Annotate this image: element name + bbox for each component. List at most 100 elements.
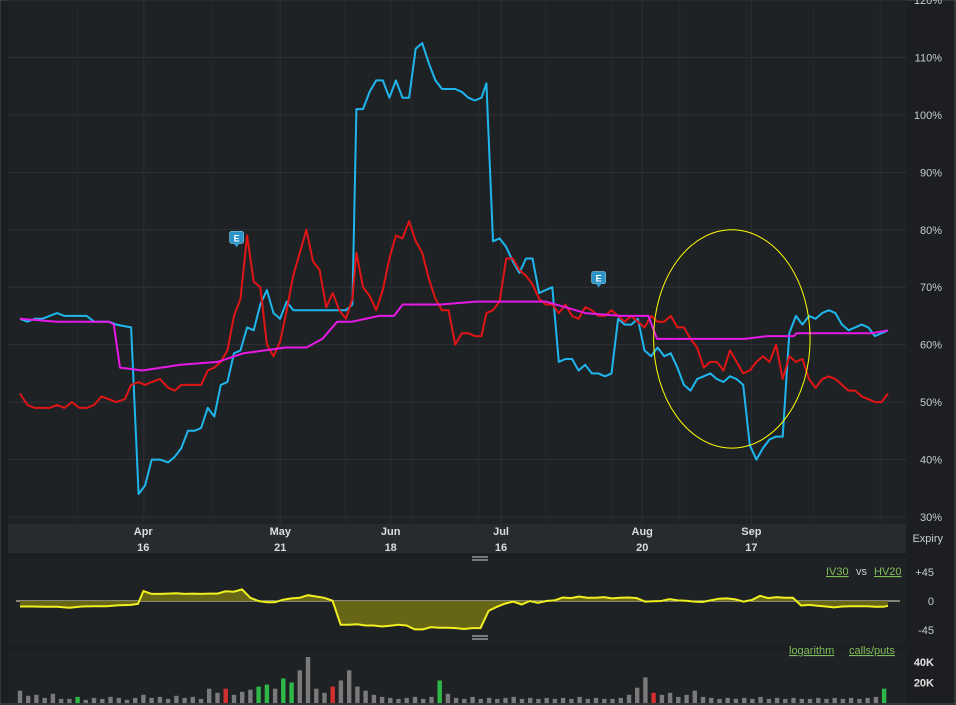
volume-bar bbox=[338, 680, 344, 703]
main-plot-area bbox=[8, 0, 906, 524]
volume-bar bbox=[34, 694, 39, 703]
volume-bar bbox=[231, 694, 237, 703]
volume-bar bbox=[742, 697, 747, 703]
volume-bar bbox=[799, 698, 804, 703]
x-tick-day: 21 bbox=[274, 542, 286, 554]
calls-puts-link[interactable]: calls/puts bbox=[849, 645, 895, 657]
ivhv-y-tick-label: +45 bbox=[915, 567, 934, 579]
volume-bar bbox=[544, 697, 549, 703]
volume-bar bbox=[371, 694, 377, 703]
volume-bar bbox=[676, 696, 681, 703]
y-tick-label: 110% bbox=[915, 52, 943, 64]
volume-bar bbox=[659, 694, 665, 703]
y-tick-label: 120% bbox=[914, 0, 942, 7]
volume-bar bbox=[453, 697, 459, 703]
volume-bar bbox=[552, 698, 558, 703]
volume-bar bbox=[223, 688, 228, 703]
y-axis-band bbox=[906, 0, 956, 553]
x-tick-month: May bbox=[270, 526, 292, 538]
volume-bar bbox=[116, 697, 121, 703]
volume-bar bbox=[643, 677, 648, 703]
volume-bar bbox=[807, 698, 813, 703]
volume-bar bbox=[100, 698, 105, 703]
volume-bar bbox=[198, 698, 204, 703]
y-tick-label: 50% bbox=[920, 397, 942, 409]
volume-bar bbox=[774, 697, 780, 703]
volume-bar bbox=[174, 695, 179, 703]
volume-bar bbox=[429, 696, 434, 703]
x-tick-day: 17 bbox=[745, 542, 757, 554]
ivhv-y-tick-label: 0 bbox=[928, 596, 934, 608]
x-tick-month: Aug bbox=[632, 526, 653, 538]
volume-bar bbox=[733, 698, 739, 703]
earnings-marker[interactable]: E bbox=[229, 231, 244, 248]
earnings-marker-label: E bbox=[596, 274, 602, 284]
series-line-historical-vol bbox=[19, 220, 889, 409]
volume-bar bbox=[83, 699, 88, 703]
y-tick-label: 90% bbox=[920, 167, 942, 179]
volume-bar bbox=[42, 697, 47, 703]
volume-bar bbox=[503, 697, 508, 703]
volume-bar bbox=[873, 696, 879, 703]
divider-grip-top[interactable] bbox=[472, 556, 488, 561]
volume-bar bbox=[766, 698, 772, 703]
volume-bar bbox=[725, 697, 730, 703]
x-axis-band bbox=[8, 524, 906, 553]
volume-bar bbox=[626, 694, 632, 703]
volume-bar bbox=[133, 697, 138, 703]
y-tick-label: 70% bbox=[920, 282, 942, 294]
volume-bar bbox=[519, 698, 525, 703]
volume-bar bbox=[50, 693, 56, 703]
volume-bar bbox=[478, 698, 483, 703]
volume-y-tick-label: 40K bbox=[914, 657, 934, 669]
x-tick-day: 16 bbox=[495, 542, 507, 554]
volume-bar bbox=[848, 697, 854, 703]
volume-bar bbox=[355, 686, 360, 703]
volume-bar bbox=[264, 684, 270, 703]
volume-bar bbox=[240, 691, 245, 704]
volume-bar bbox=[700, 696, 706, 703]
expiry-label[interactable]: Expiry bbox=[912, 533, 943, 545]
y-tick-label: 30% bbox=[920, 512, 942, 524]
volume-bar bbox=[149, 697, 154, 703]
volume-bar bbox=[832, 697, 837, 703]
volume-bar bbox=[758, 696, 763, 703]
volume-bar bbox=[881, 688, 887, 703]
logarithm-link[interactable]: logarithm bbox=[789, 645, 834, 657]
volume-bar bbox=[157, 696, 163, 703]
legend-iv30-link[interactable]: IV30 bbox=[826, 566, 849, 578]
volume-bar bbox=[610, 698, 615, 703]
volume-bar bbox=[91, 697, 97, 703]
earnings-marker[interactable]: E bbox=[591, 271, 606, 288]
volume-bar bbox=[635, 687, 640, 703]
volume-bar bbox=[182, 697, 187, 703]
volume-bar bbox=[58, 698, 64, 703]
volume-bar bbox=[404, 697, 409, 703]
volume-bar bbox=[692, 690, 697, 703]
volume-bar bbox=[379, 696, 385, 703]
volume-bar bbox=[857, 698, 862, 703]
x-tick-month: Apr bbox=[134, 526, 154, 538]
volume-bar bbox=[577, 696, 582, 703]
volume-bar bbox=[602, 698, 607, 703]
x-tick-day: 18 bbox=[385, 542, 397, 554]
volume-bar bbox=[651, 692, 656, 703]
y-tick-label: 80% bbox=[920, 225, 942, 237]
volume-y-tick-label: 20K bbox=[914, 678, 934, 690]
volume-bar bbox=[412, 696, 418, 703]
volume-bar bbox=[865, 697, 870, 703]
volume-bar bbox=[783, 698, 788, 703]
volume-bar bbox=[486, 697, 492, 703]
volume-bar bbox=[141, 694, 146, 703]
volume-bar bbox=[207, 688, 212, 703]
volume-bar bbox=[437, 680, 442, 703]
divider-grip-bottom[interactable] bbox=[472, 635, 488, 640]
volume-bar bbox=[750, 698, 755, 703]
volume-bar bbox=[248, 689, 253, 703]
series-line-implied-vol bbox=[19, 42, 889, 495]
volume-bar bbox=[593, 697, 599, 703]
legend-hv20-link[interactable]: HV20 bbox=[874, 566, 902, 578]
volume-bar bbox=[305, 657, 311, 703]
